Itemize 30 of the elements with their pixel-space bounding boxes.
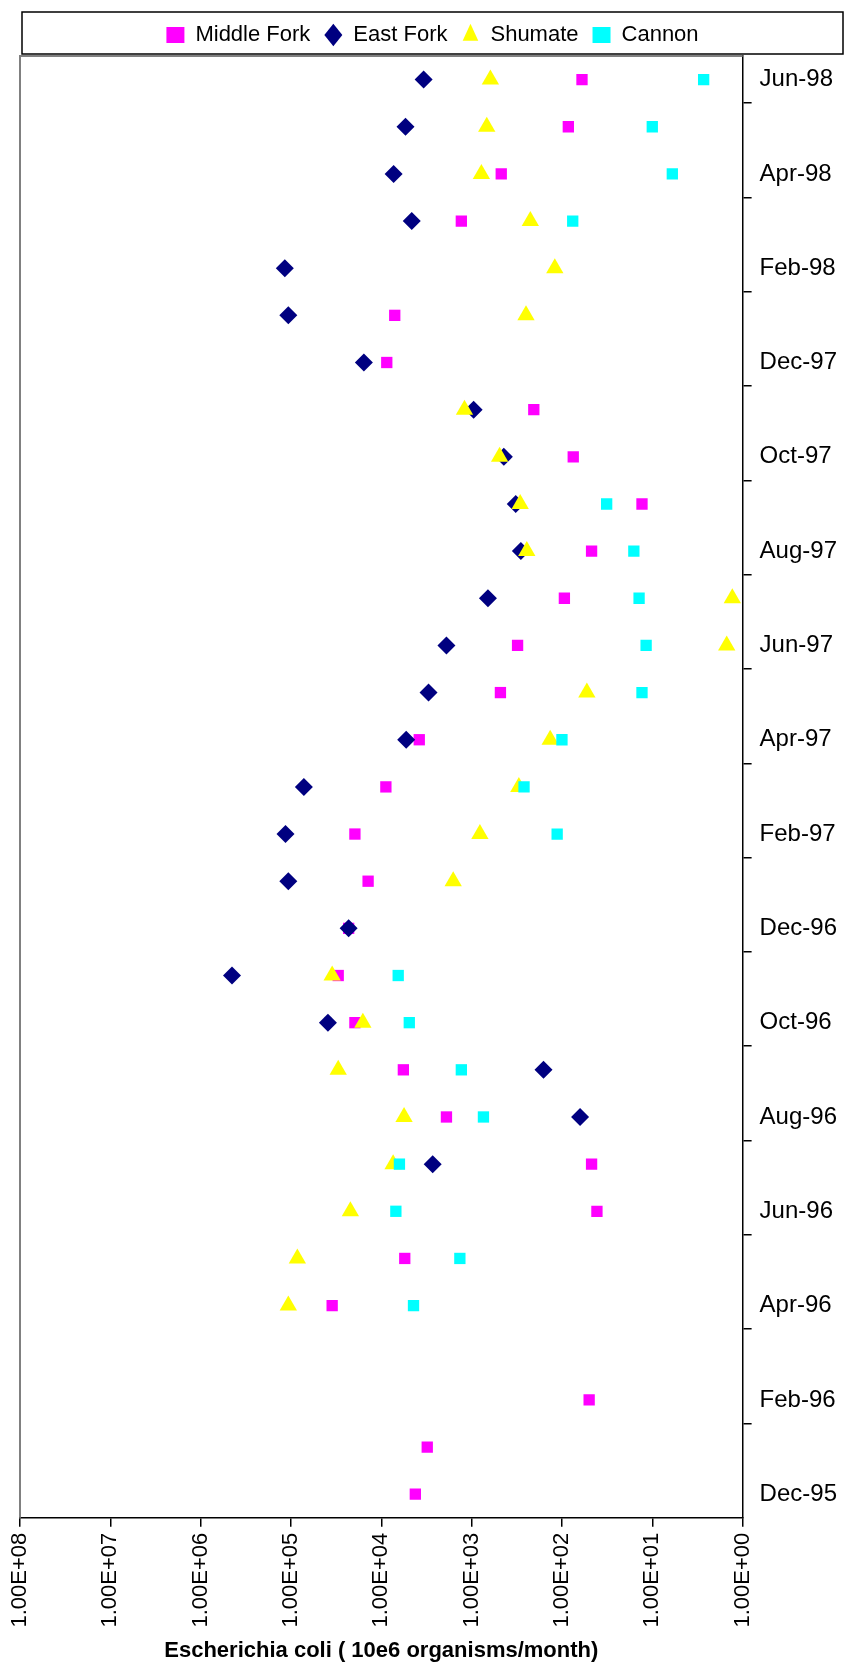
y-tick-label: Oct-97 [759,441,832,469]
y-tick-label: Apr-98 [759,158,832,186]
x-axis-title: Escherichia coli ( 10e6 organisms/month) [164,1636,599,1662]
x-tick-label: 1.00E+04 [367,1532,393,1628]
legend-label: East Fork [353,21,449,47]
y-tick-label: Apr-97 [759,724,832,752]
x-tick-label: 1.00E+01 [638,1532,664,1628]
y-tick-label: Aug-96 [759,1101,837,1129]
y-tick-label: Dec-95 [759,1478,837,1506]
x-tick-label: 1.00E+06 [186,1532,212,1628]
x-tick-label: 1.00E+08 [6,1532,32,1628]
y-tick-label: Apr-96 [759,1290,832,1318]
legend-label: Shumate [490,21,579,47]
y-tick-label: Oct-96 [759,1007,832,1035]
x-tick-label: 1.00E+07 [96,1532,122,1628]
x-tick-label: 1.00E+03 [457,1532,483,1628]
y-tick-label: Dec-97 [759,347,837,375]
y-tick-label: Dec-96 [759,912,837,940]
x-tick-label: 1.00E+05 [277,1532,303,1628]
y-tick-label: Feb-98 [759,252,836,280]
y-tick-label: Aug-97 [759,535,837,563]
y-tick-label: Jun-97 [759,630,833,658]
y-tick-label: Feb-97 [759,818,836,846]
y-tick-label: Jun-96 [759,1195,833,1223]
y-tick-label: Feb-96 [759,1384,836,1412]
x-tick-label: 1.00E+02 [548,1532,574,1628]
legend-label: Middle Fork [195,21,312,47]
y-tick-label: Jun-98 [759,64,833,92]
x-tick-label: 1.00E+00 [728,1532,754,1628]
legend-label: Cannon [621,21,699,47]
